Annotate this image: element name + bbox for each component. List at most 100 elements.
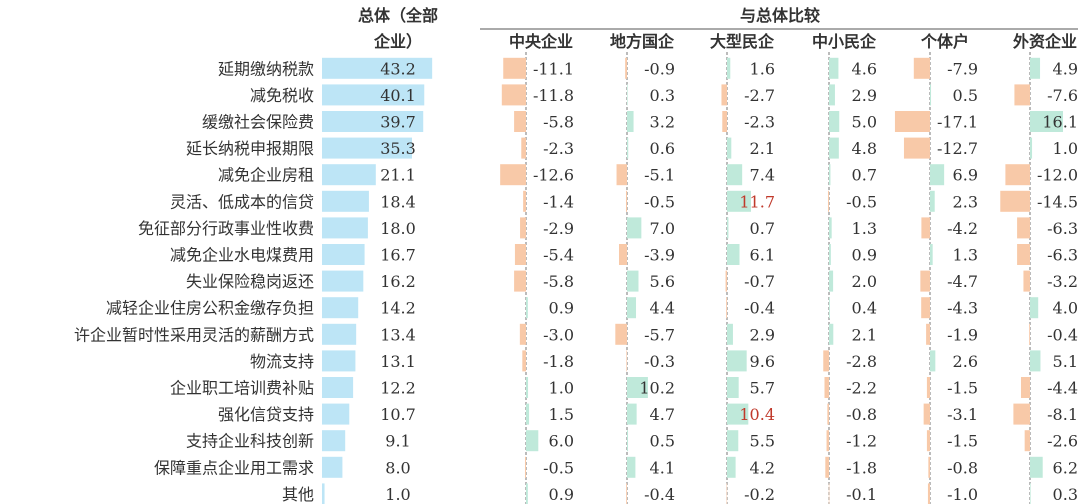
diff-bar <box>1024 430 1030 452</box>
diff-bar <box>1005 164 1030 186</box>
diff-value-label: 2.1 <box>852 325 877 344</box>
diff-bar <box>727 456 736 478</box>
diff-value-label: 4.8 <box>852 139 877 158</box>
series-headers: 中央企业 地方国企 大型民企 中小民企 个体户 外资企业 <box>509 32 1077 51</box>
diff-bar <box>824 377 829 398</box>
diff-bar <box>727 57 731 79</box>
diff-bar <box>926 377 930 398</box>
diff-value-label: 0.5 <box>650 432 675 451</box>
diff-value-label: 10.2 <box>639 379 675 398</box>
diff-bar <box>1029 323 1030 345</box>
header-compare: 与总体比较 <box>740 6 820 25</box>
diff-bar <box>627 403 637 425</box>
diff-value-label: -1.5 <box>947 379 978 398</box>
category-label: 企业职工培训费补贴 <box>170 379 314 398</box>
diff-bar <box>1030 57 1041 79</box>
diff-value-label: 5.6 <box>650 272 675 291</box>
diff-bar <box>829 164 831 186</box>
diff-value-label: -5.8 <box>543 113 574 132</box>
diff-bar <box>625 57 627 79</box>
diff-value-label: 10.4 <box>739 405 775 424</box>
series-header: 中小民企 <box>812 32 877 51</box>
diff-bar <box>1017 217 1030 239</box>
diff-value-label: -12.7 <box>937 139 978 158</box>
diff-bar <box>627 84 628 106</box>
diff-value-label: 7.4 <box>750 166 775 185</box>
diff-value-label: 2.6 <box>953 352 978 371</box>
total-value-label: 21.1 <box>380 166 416 185</box>
total-bar <box>322 483 325 504</box>
diff-value-label: -1.4 <box>543 192 574 211</box>
total-value-label: 40.1 <box>380 86 416 105</box>
diff-value-label: -12.0 <box>1037 166 1078 185</box>
diff-value-label: 1.5 <box>549 405 574 424</box>
diff-bar <box>727 377 739 398</box>
diff-bar <box>727 217 729 239</box>
diff-bar <box>514 244 526 265</box>
diff-value-label: -11.8 <box>533 86 574 105</box>
total-bar <box>322 456 343 478</box>
diff-value-label: 4.2 <box>750 458 775 477</box>
diff-value-label: 5.1 <box>1053 352 1078 371</box>
diff-bar <box>1020 377 1030 398</box>
diff-value-label: -1.5 <box>947 432 978 451</box>
diff-value-label: 0.6 <box>650 139 675 158</box>
diff-value-label: -4.4 <box>1047 379 1078 398</box>
total-bar <box>322 270 364 292</box>
total-bar <box>322 430 346 452</box>
category-label: 失业保险稳岗返还 <box>186 272 314 291</box>
diff-bar <box>526 430 539 452</box>
diff-bar <box>500 164 526 186</box>
diff-value-label: -6.3 <box>1047 219 1078 238</box>
diff-value-label: -0.1 <box>846 485 877 504</box>
diff-bar <box>923 403 930 425</box>
diff-value-label: 6.0 <box>549 432 574 451</box>
diff-bar <box>1014 84 1030 106</box>
diff-value-label: -17.1 <box>937 113 978 132</box>
diff-value-label: -3.9 <box>644 246 675 265</box>
chart-rows: 延期缴纳税款 43.2 -11.1 -0.9 1.6 4.6 -7.9 4.9 减免税收 40.1… <box>74 52 1078 504</box>
diff-value-label: 4.1 <box>650 458 675 477</box>
total-bar <box>322 244 365 265</box>
diff-value-label: 0.7 <box>852 166 877 185</box>
diff-value-label: -3.1 <box>947 405 978 424</box>
diff-value-label: -2.8 <box>846 352 877 371</box>
diff-bar <box>1013 403 1030 425</box>
diff-value-label: -8.1 <box>1047 405 1078 424</box>
diff-bar <box>829 57 839 79</box>
diff-value-label: 2.3 <box>953 192 978 211</box>
diff-bar <box>501 84 526 106</box>
diff-bar <box>727 430 739 452</box>
category-label: 减免企业房租 <box>218 166 314 185</box>
total-value-label: 35.3 <box>380 139 416 158</box>
total-bar <box>322 190 369 212</box>
diff-value-label: -4.2 <box>947 219 978 238</box>
diff-value-label: 0.9 <box>549 485 574 504</box>
diff-bar <box>827 403 829 425</box>
total-value-label: 16.7 <box>380 246 416 265</box>
diff-value-label: -1.9 <box>947 325 978 344</box>
total-bar <box>322 57 433 79</box>
diff-bar <box>526 377 529 398</box>
diff-bar <box>1030 297 1039 319</box>
diff-bar <box>823 350 829 372</box>
diff-bar <box>503 57 526 79</box>
diff-value-label: -0.3 <box>644 352 675 371</box>
category-label: 延长纳税申报期限 <box>186 139 314 158</box>
diff-bar <box>829 111 840 132</box>
diff-bar <box>523 190 526 212</box>
diff-bar <box>721 84 727 106</box>
diff-value-label: -0.5 <box>543 458 574 477</box>
category-label: 许企业暂时性采用灵活的薪酬方式 <box>74 325 314 344</box>
diff-value-label: -5.1 <box>644 166 675 185</box>
diff-bar <box>1030 111 1064 132</box>
diff-bar <box>727 350 747 372</box>
diff-value-label: 5.0 <box>852 113 877 132</box>
diff-bar <box>829 297 830 319</box>
diff-bar <box>930 190 935 212</box>
total-value-label: 16.2 <box>380 272 416 291</box>
diff-bar <box>826 430 829 452</box>
category-label: 保障重点企业用工需求 <box>154 458 314 477</box>
diff-value-label: -1.2 <box>846 432 877 451</box>
